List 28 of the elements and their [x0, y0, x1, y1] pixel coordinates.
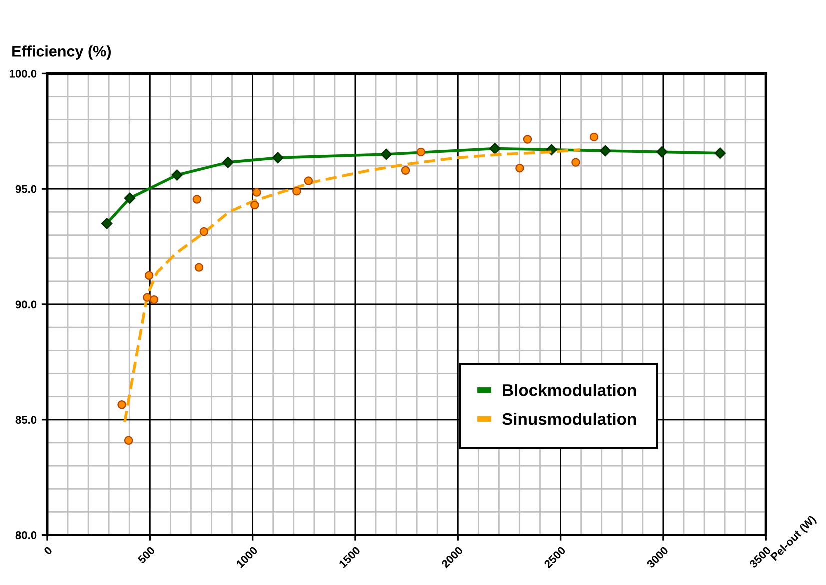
y-tick-label: 90.0 [16, 300, 37, 309]
point [516, 164, 524, 173]
y-tick-label: 100.0 [10, 70, 37, 78]
x-tick-label: 500 [137, 546, 156, 564]
point [250, 200, 260, 210]
y-tick-label: 95.0 [16, 185, 37, 194]
y-axis-title: Efficiency (%) [12, 46, 111, 60]
point [192, 195, 202, 204]
point [150, 296, 159, 304]
point [118, 400, 126, 410]
point [304, 176, 314, 186]
point [144, 271, 154, 280]
point [523, 135, 532, 144]
y-tick-label: 80.0 [16, 532, 37, 540]
point [416, 148, 426, 157]
point [252, 188, 262, 197]
point [124, 436, 134, 446]
legend-label: Sinusmodulation [502, 412, 636, 426]
point [590, 132, 599, 142]
x-tick-label: 0 [44, 546, 53, 556]
y-tick-label: 85.0 [16, 416, 37, 424]
point [200, 227, 209, 236]
point [401, 166, 410, 175]
legend-label: Blockmodulation [503, 384, 636, 396]
point [143, 293, 152, 302]
point [194, 263, 204, 272]
point [572, 158, 580, 167]
point [292, 187, 302, 196]
